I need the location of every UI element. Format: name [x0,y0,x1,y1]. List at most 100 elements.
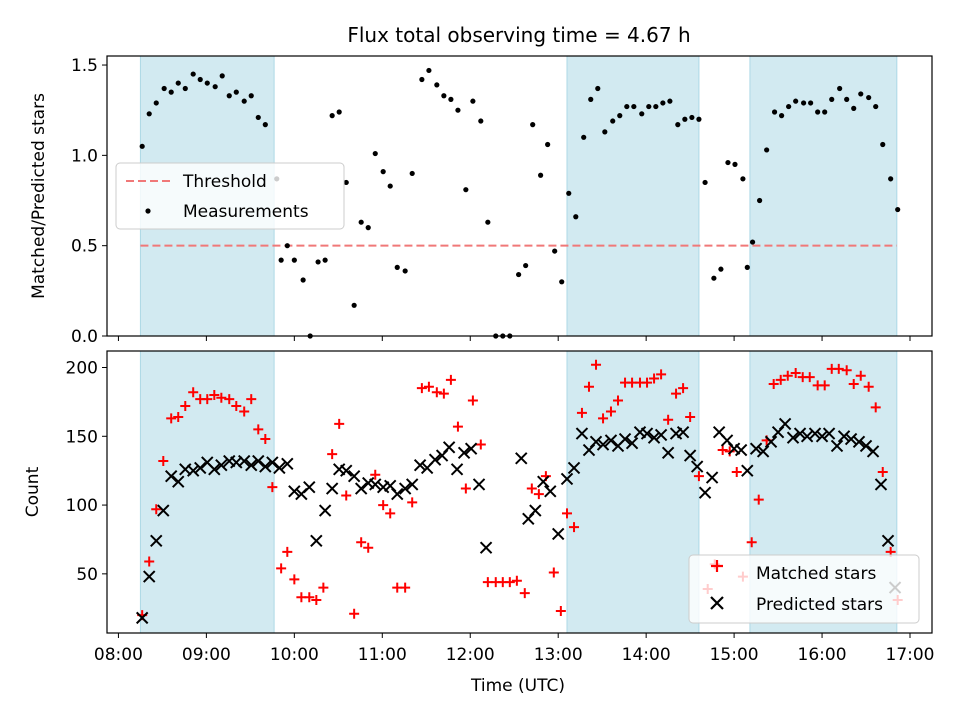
predicted-star-point [215,458,228,472]
predicted-star-point [281,457,294,471]
measurement-point [426,67,432,74]
predicted-star-point [800,430,814,443]
matched-star-point [246,394,257,405]
matched-star-point [385,508,396,519]
measurement-point [168,89,174,95]
predicted-star-point [544,485,557,498]
matched-star-point [685,412,696,423]
predicted-star-point [837,430,851,443]
measurement-point [744,264,750,270]
predicted-star-point [479,541,493,554]
legend-predicted-swatch [710,596,724,610]
measurement-point [358,219,364,225]
measurement-point [343,179,349,186]
matched-star-point [400,582,411,593]
matched-star-point [591,359,602,370]
matched-star-point [423,381,434,392]
measurement-point [732,161,738,167]
x-tick-label: 11:00 [358,645,407,665]
matched-star-point [833,363,844,374]
matched-star-point [649,373,660,384]
measurement-point [815,109,821,115]
predicted-star-point [654,428,668,442]
measurement-point [139,143,145,149]
matched-star-point [775,374,786,385]
predicted-star-point [749,442,763,455]
measurement-point [485,219,491,225]
measurement-point [808,100,814,106]
measurement-point [617,113,623,119]
matched-star-point [693,471,704,482]
measurement-point [880,141,886,148]
matched-star-point [746,537,757,548]
predicted-star-point [874,478,888,491]
predicted-star-point [172,475,185,488]
matched-star-point [341,490,352,501]
ratio-panel-frame [106,55,933,337]
predicted-star-point [690,460,704,473]
measurement-point [895,206,901,213]
measurement-point [204,80,210,86]
matched-star-point [349,608,360,619]
x-tick-label: 14:00 [622,645,671,665]
measurement-point [851,105,857,111]
predicted-star-point [157,504,170,517]
measurement-point [255,114,261,121]
measurement-point [725,159,731,166]
matched-star-point [548,567,559,578]
matched-star-point [282,546,293,557]
matched-star-point [452,421,463,432]
x-tick-label: 17:00 [886,645,935,665]
y-tick-label: 150 [66,427,98,447]
measurement-point [764,147,770,153]
measurement-point [538,172,544,178]
matched-star-point [863,381,874,392]
measurement-point [866,94,872,101]
measurement-point [530,122,536,128]
matched-star-point [311,594,322,605]
matched-star-point [576,407,587,418]
observing-window [566,55,700,337]
predicted-star-point [618,432,632,446]
predicted-star-point [135,611,149,625]
predicted-star-point [683,449,697,462]
measurement-point [559,279,565,285]
matched-star-point [144,556,155,567]
matched-star-point [276,563,287,574]
y-tick-label: 200 [66,359,98,379]
x-tick-label: 08:00 [94,645,143,665]
matched-star-point [598,413,609,424]
predicted-star-point [325,482,339,495]
predicted-star-point [661,446,675,460]
measurement-point [212,84,218,90]
predicted-star-point [786,431,800,444]
matched-star-point [731,467,742,478]
measurement-point [749,239,756,245]
x-axis-label: Time (UTC) [470,676,565,696]
y-tick-label: 100 [66,496,98,516]
y-tick-label: 1.0 [71,146,98,166]
matched-star-point [656,369,667,380]
y-tick-label: 1.5 [71,56,98,76]
matched-star-point [519,588,530,599]
matched-star-point [318,582,329,593]
predicted-star-point [310,534,323,548]
predicted-star-point [288,485,301,498]
measurement-point [409,170,415,177]
y-tick-label: 0.5 [71,237,98,257]
matched-star-point [209,390,220,401]
predicted-star-point [560,472,574,486]
ratio-panel: 0.0 0.5 1.0 1.5 Matched/Predicted stars Thr… [29,55,933,347]
measurement-point [639,111,645,117]
matched-star-point [216,392,227,403]
predicted-star-point [705,471,719,484]
x-tick-label: 15:00 [710,645,759,665]
measurement-point [516,271,522,278]
matched-star-point [460,483,471,494]
measurement-point [387,183,393,189]
matched-star-point [327,449,338,460]
matched-star-point [356,537,367,548]
measurement-point [153,100,159,106]
predicted-star-point [640,427,654,440]
predicted-star-point [259,460,272,473]
